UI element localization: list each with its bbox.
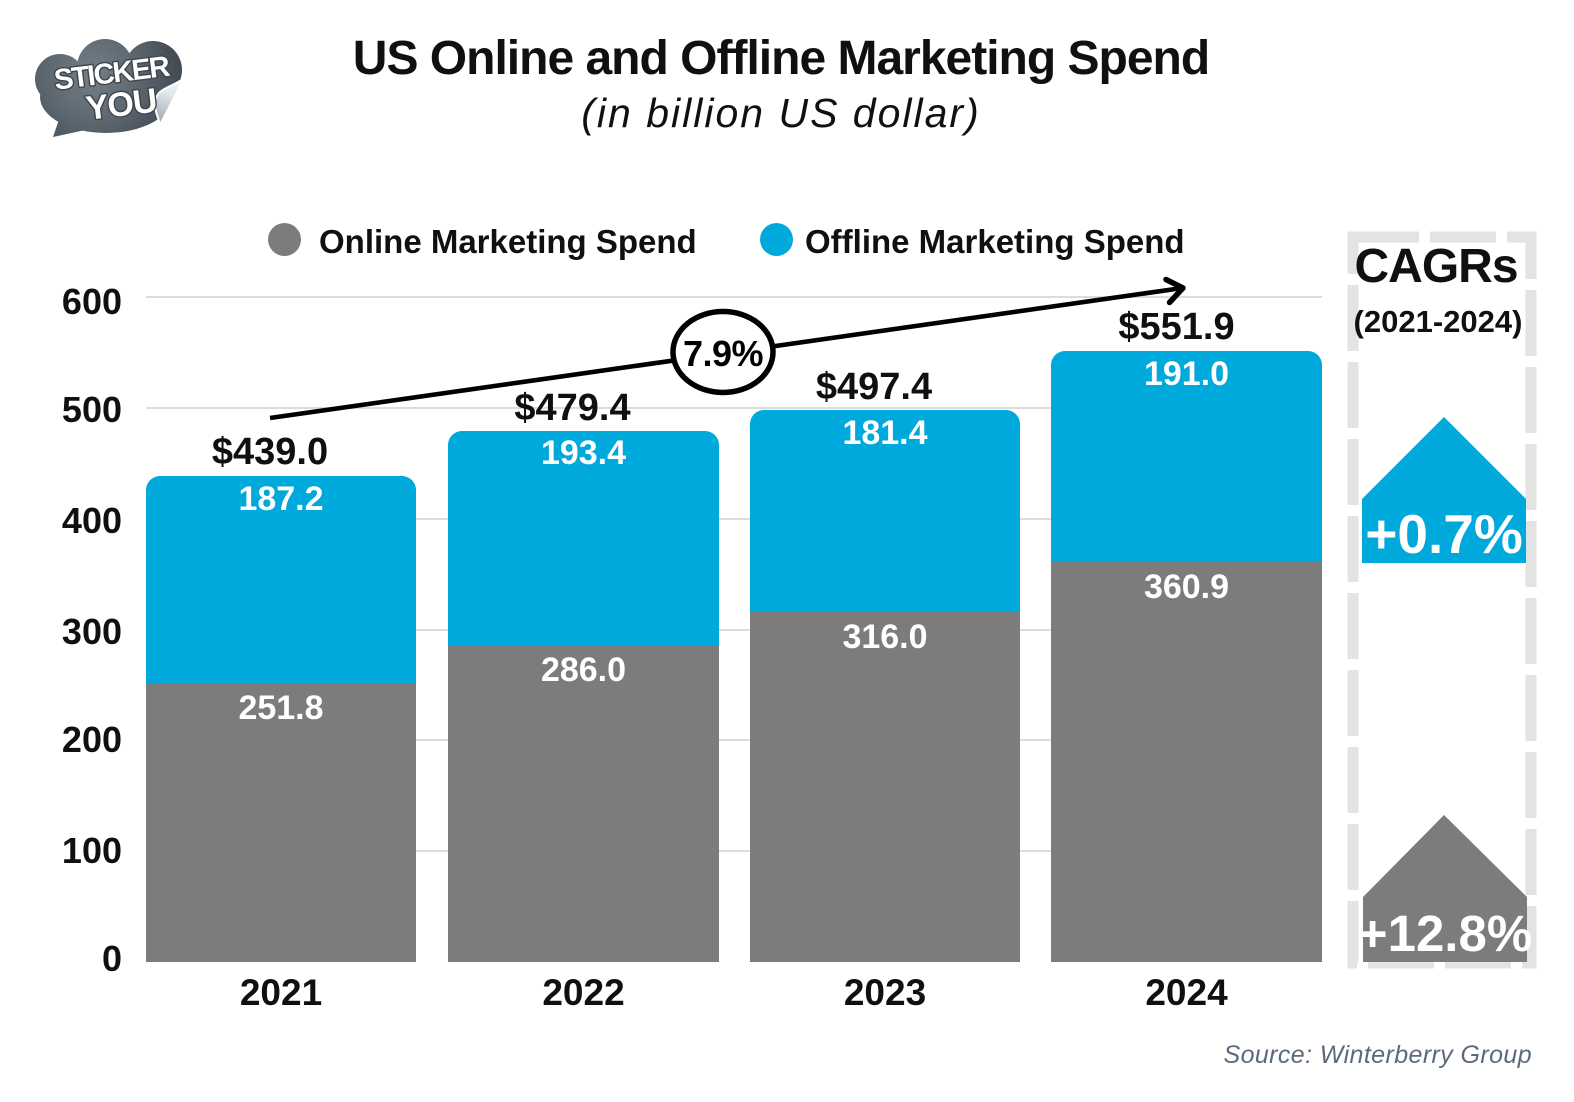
svg-text:+0.7%: +0.7% bbox=[1365, 503, 1522, 565]
svg-text:+12.8%: +12.8% bbox=[1358, 905, 1532, 962]
svg-text:YOU: YOU bbox=[84, 82, 159, 128]
svg-text:7.9%: 7.9% bbox=[683, 333, 764, 374]
